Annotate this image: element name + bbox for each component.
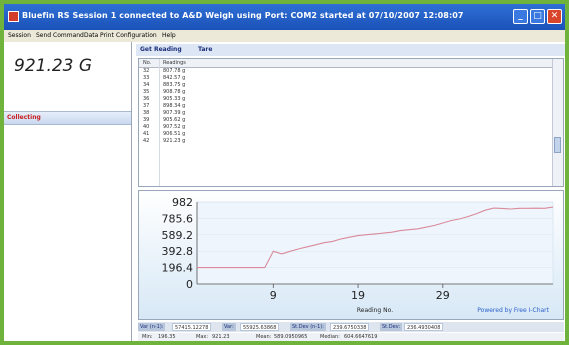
tare-button[interactable]: Tare: [198, 46, 213, 53]
reading-value: 883.75 g: [163, 82, 186, 88]
series-line: [197, 206, 554, 269]
readings-list[interactable]: No. Readings 32 807.78 g 33 842.57 g 34 883.7…: [138, 58, 564, 187]
y-tick-label: 392.8: [162, 245, 194, 258]
reading-value: 906.51 g: [163, 131, 186, 137]
menu-send-command[interactable]: Send Command: [36, 32, 84, 39]
list-item[interactable]: 38 907.39 g: [139, 110, 553, 117]
get-reading-button[interactable]: Get Reading: [140, 46, 182, 53]
menu-configuration[interactable]: Configuration: [116, 32, 157, 39]
median-value: 604.6647619: [344, 334, 378, 340]
list-item[interactable]: 39 905.62 g: [139, 117, 553, 124]
action-toolbar: Get Reading Tare: [136, 44, 565, 56]
vertical-scrollbar[interactable]: [552, 59, 563, 186]
x-axis-label: Reading No.: [357, 307, 393, 314]
reading-value: 807.78 g: [163, 68, 186, 74]
menu-help[interactable]: Help: [162, 32, 176, 39]
collecting-status-label: Collecting: [7, 114, 41, 121]
scrollbar-thumb[interactable]: [554, 137, 561, 153]
list-item[interactable]: 40 907.52 g: [139, 124, 553, 131]
median-label: Median:: [320, 334, 340, 340]
var-label: Var:: [222, 323, 236, 331]
collecting-status-bar: Collecting: [4, 111, 131, 125]
reading-number: 41: [143, 131, 150, 137]
reading-number: 40: [143, 124, 150, 130]
y-tick-label: 589.2: [162, 229, 194, 242]
list-item[interactable]: 33 842.57 g: [139, 75, 553, 82]
list-item[interactable]: 37 898.34 g: [139, 103, 553, 110]
list-item[interactable]: 35 908.78 g: [139, 89, 553, 96]
app-icon: [8, 11, 19, 22]
reading-number: 36: [143, 96, 150, 102]
summary-stats-bar: Min: 196.35 Max: 921.23 Mean: 589.095096…: [138, 333, 564, 341]
reading-value: 905.33 g: [163, 96, 186, 102]
min-value: 196.35: [158, 334, 176, 340]
min-label: Min:: [142, 334, 153, 340]
reading-number: 33: [143, 75, 150, 81]
reading-value: 908.78 g: [163, 89, 186, 95]
reading-value: 907.52 g: [163, 124, 186, 130]
menu-session[interactable]: Session: [8, 32, 31, 39]
column-divider: [159, 59, 160, 186]
x-tick-label: 29: [436, 289, 450, 302]
mean-label: Mean:: [256, 334, 272, 340]
maximize-button[interactable]: □: [530, 9, 545, 24]
reading-number: 34: [143, 82, 150, 88]
mean-value: 589.0950965: [274, 334, 308, 340]
reading-number: 42: [143, 138, 150, 144]
max-label: Max:: [196, 334, 209, 340]
reading-number: 38: [143, 110, 150, 116]
readings-list-header: No. Readings: [139, 59, 553, 68]
stdev-label: St.Dev:: [380, 323, 403, 331]
reading-number: 39: [143, 117, 150, 123]
reading-value: 842.57 g: [163, 75, 186, 81]
x-tick-label: 9: [270, 289, 277, 302]
column-header-no[interactable]: No.: [143, 60, 152, 66]
stdev-n1-value: 239.6750338: [330, 323, 370, 331]
reading-value: 921.23 g: [163, 138, 186, 144]
left-panel: 921.23 G Collecting: [4, 42, 132, 341]
menu-data[interactable]: Data: [84, 32, 99, 39]
y-tick-label: 0: [186, 278, 193, 291]
close-button[interactable]: ✕: [547, 9, 562, 24]
list-item[interactable]: 41 906.51 g: [139, 131, 553, 138]
stdev-n1-label: St.Dev (n-1):: [290, 323, 326, 331]
reading-value: 907.39 g: [163, 110, 186, 116]
menu-bar: Session Send Command Data Print Configur…: [4, 30, 565, 42]
y-tick-label: 982: [172, 196, 193, 209]
current-reading-display: 921.23 G: [14, 56, 93, 76]
reading-value: 905.62 g: [163, 117, 186, 123]
max-value: 921.23: [212, 334, 230, 340]
chart-watermark: Powered by Free I-Chart: [477, 307, 549, 314]
readings-chart: 982 785.6 589.2 392.8 196.4 0 9 19 29 Reading No.…: [138, 190, 564, 320]
reading-number: 35: [143, 89, 150, 95]
y-tick-label: 196.4: [162, 262, 194, 275]
reading-number: 32: [143, 68, 150, 74]
list-item[interactable]: 42 921.23 g: [139, 138, 553, 145]
variance-status-bar: Var (n-1): 57415.12278 Var: 55925.63868 …: [138, 322, 564, 332]
stdev-value: 236.4930408: [404, 323, 444, 331]
list-item[interactable]: 32 807.78 g: [139, 68, 553, 75]
chart-plot-area: [196, 201, 554, 285]
reading-number: 37: [143, 103, 150, 109]
column-header-readings[interactable]: Readings: [163, 60, 186, 66]
var-n1-label: Var (n-1):: [138, 323, 166, 331]
var-n1-value: 57415.12278: [172, 323, 212, 331]
window-title: Bluefin RS Session 1 connected to A&D We…: [22, 11, 464, 20]
list-item[interactable]: 34 883.75 g: [139, 82, 553, 89]
menu-print[interactable]: Print: [100, 32, 114, 39]
x-tick-label: 19: [351, 289, 365, 302]
chart-canvas: 982 785.6 589.2 392.8 196.4 0 9 19 29 Reading No.…: [162, 196, 554, 314]
list-item[interactable]: 36 905.33 g: [139, 96, 553, 103]
minimize-button[interactable]: _: [513, 9, 528, 24]
y-tick-label: 785.6: [162, 212, 194, 225]
title-bar[interactable]: Bluefin RS Session 1 connected to A&D We…: [4, 4, 565, 30]
reading-value: 898.34 g: [163, 103, 186, 109]
var-value: 55925.63868: [240, 323, 280, 331]
